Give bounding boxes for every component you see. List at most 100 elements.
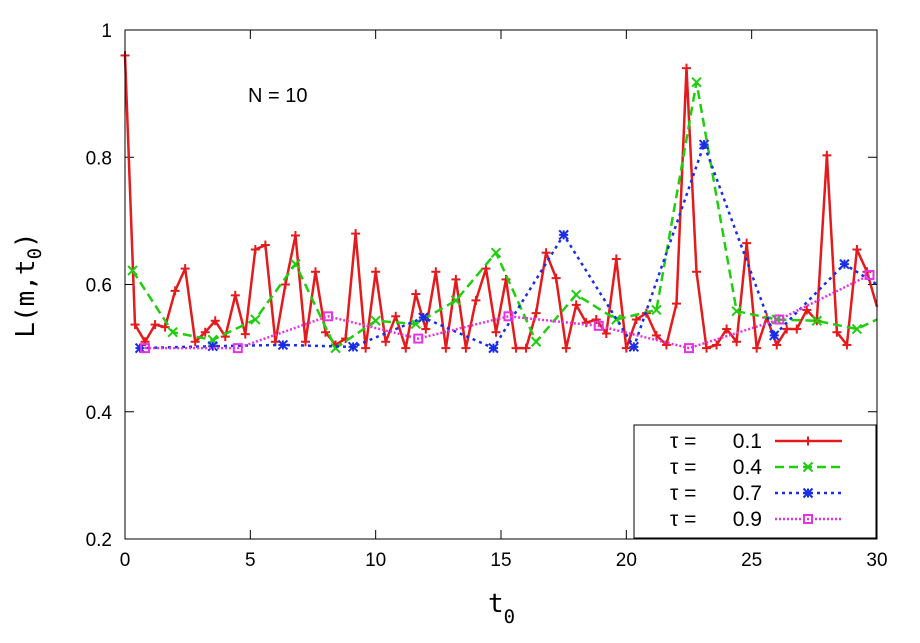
data-point xyxy=(684,343,694,354)
series-2 xyxy=(134,139,878,354)
data-point xyxy=(772,340,782,350)
legend-tau-label: τ = xyxy=(670,430,696,453)
data-point xyxy=(621,343,631,353)
data-point xyxy=(822,150,832,160)
data-point xyxy=(611,254,621,264)
plot-frame xyxy=(124,29,878,540)
data-point xyxy=(530,336,542,347)
series-line xyxy=(139,143,878,350)
series-0 xyxy=(120,50,879,353)
ticks-layer: 0 5 10 15 20 25 30 0.2 0.4 0.6 0.8 1 xyxy=(86,21,888,571)
legend-marker xyxy=(802,461,814,473)
legend-marker xyxy=(802,487,814,499)
x-tick-label: 5 xyxy=(245,550,256,571)
data-point xyxy=(570,289,582,300)
legend-tau-label: τ = xyxy=(670,456,696,479)
data-point xyxy=(127,265,138,276)
data-point xyxy=(210,316,220,326)
data-point xyxy=(167,327,178,338)
data-point xyxy=(250,245,260,255)
data-point xyxy=(511,343,521,353)
data-point xyxy=(488,342,499,354)
data-point xyxy=(651,304,662,316)
data-point xyxy=(347,341,359,353)
data-point xyxy=(413,333,424,344)
data-point xyxy=(300,337,310,347)
data-point xyxy=(842,340,852,350)
data-point xyxy=(769,330,780,341)
data-point xyxy=(250,314,261,325)
data-point xyxy=(571,300,581,310)
data-point xyxy=(160,322,170,332)
data-point xyxy=(722,324,732,334)
data-point xyxy=(381,337,391,347)
legend-entry-2: τ = 0.7 xyxy=(670,482,842,505)
data-point xyxy=(421,324,431,334)
data-point xyxy=(631,314,641,324)
legend-marker xyxy=(803,436,813,446)
data-point xyxy=(503,311,514,322)
x-tick-label: 25 xyxy=(741,550,762,571)
data-point xyxy=(311,267,321,277)
data-point xyxy=(561,343,571,353)
y-axis-title-suffix: ) xyxy=(11,232,41,248)
data-point xyxy=(418,312,429,323)
data-point xyxy=(864,269,875,280)
legend-marker xyxy=(803,514,813,524)
x-tick-label: 30 xyxy=(866,550,887,571)
legend: τ = 0.1 τ = 0.4 τ = 0.7 τ = 0.9 xyxy=(633,424,877,539)
data-point xyxy=(330,342,341,354)
legend-entry-3: τ = 0.9 xyxy=(670,508,842,531)
data-point xyxy=(531,308,541,318)
data-point xyxy=(290,258,301,270)
data-point xyxy=(391,311,401,321)
data-point xyxy=(851,323,863,335)
x-tick-label: 20 xyxy=(616,550,637,571)
data-point xyxy=(671,299,681,309)
x-tick-label: 0 xyxy=(120,550,131,571)
data-point xyxy=(290,231,300,241)
data-point xyxy=(811,315,823,326)
data-point xyxy=(692,267,702,277)
data-point xyxy=(628,341,640,353)
legend-value-label: 0.9 xyxy=(733,508,762,531)
legend-value-label: 0.4 xyxy=(733,456,763,479)
data-point xyxy=(361,343,371,353)
data-point xyxy=(702,343,712,353)
data-point xyxy=(280,280,290,289)
data-point xyxy=(521,343,531,353)
data-point xyxy=(351,229,361,239)
legend-tau-label: τ = xyxy=(670,508,696,531)
data-point xyxy=(471,295,481,305)
data-point xyxy=(431,267,441,277)
data-point xyxy=(691,76,702,88)
legend-value-label: 0.7 xyxy=(733,482,762,505)
series-line xyxy=(131,80,878,350)
data-point xyxy=(441,343,451,353)
data-point xyxy=(661,340,671,350)
y-axis-title: L(m,t0) xyxy=(11,232,46,337)
data-point xyxy=(230,290,240,300)
data-point xyxy=(852,245,862,255)
data-point xyxy=(698,139,710,150)
data-point xyxy=(461,343,471,353)
data-point xyxy=(401,343,411,353)
series-line xyxy=(123,55,879,350)
legend-entry-1: τ = 0.4 xyxy=(670,456,842,479)
y-axis-title-sub: 0 xyxy=(24,248,46,259)
data-point xyxy=(200,327,210,337)
data-point xyxy=(371,267,381,277)
x-axis-title: t0 xyxy=(488,589,515,628)
data-point xyxy=(232,343,243,354)
data-point xyxy=(260,240,270,250)
data-point xyxy=(140,343,151,354)
legend-entries: τ = 0.1 τ = 0.4 τ = 0.7 τ = 0.9 xyxy=(670,430,842,531)
data-point xyxy=(593,320,604,331)
y-tick-label: 0.8 xyxy=(86,148,112,169)
data-point xyxy=(839,258,850,270)
series-3 xyxy=(140,269,875,354)
data-point xyxy=(240,329,250,339)
x-tick-label: 15 xyxy=(490,550,511,571)
legend-entry-0: τ = 0.1 xyxy=(670,430,842,453)
